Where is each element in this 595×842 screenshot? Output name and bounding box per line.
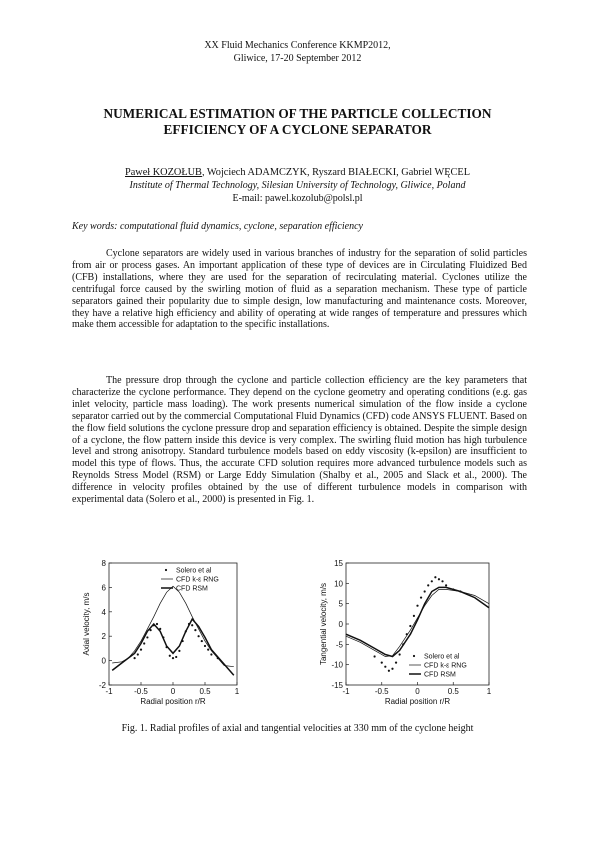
chart0-y-tick-label: 4 [102, 608, 107, 617]
chart1-data-point [412, 614, 416, 617]
chart1-x-tick-label: 0 [415, 687, 420, 696]
chart0-data-point [143, 642, 146, 645]
axial-velocity-chart: -1 -0.5 0 0.5 1 -2 0 2 4 6 8 Radial position r/R Axi… [82, 559, 240, 706]
chart0-data-point [159, 627, 162, 630]
chart1-data-point [445, 584, 448, 587]
co-authors: , Wojciech ADAMCZYK, Ryszard BIAŁECKI, G… [201, 167, 470, 178]
chart0-y-tick-label: -2 [99, 681, 107, 690]
conference-line-2: Gliwice, 17-20 September 2012 [233, 53, 362, 64]
chart0-data-point [194, 629, 197, 632]
chart1-series-line [345, 589, 490, 657]
chart1-data-point [430, 580, 433, 583]
email: E-mail: pawel.kozolub@polsl.pl [232, 193, 363, 204]
chart0-data-point [146, 636, 149, 639]
chart1-y-tick-label: -5 [336, 640, 344, 649]
chart0-data-point [139, 648, 143, 651]
chart0-x-tick-label: 0 [171, 687, 176, 696]
body-paragraph-1: Cyclone separators are widely used in va… [72, 248, 527, 331]
chart1-data-point [409, 624, 412, 628]
chart1-data-point [373, 655, 376, 658]
chart1-data-point [427, 584, 430, 587]
title-line-1: NUMERICAL ESTIMATION OF THE PARTICLE COL… [103, 106, 492, 121]
chart0-data-point [191, 624, 194, 627]
chart1-x-tick-label: 1 [487, 687, 492, 696]
chart0-data-point [197, 635, 200, 638]
chart0-data-point [168, 654, 171, 657]
figure-caption: Fig. 1. Radial profiles of axial and tan… [121, 723, 474, 734]
first-author: Paweł KOZOŁUB [125, 167, 202, 178]
chart1-data-point [419, 596, 423, 599]
chart1-data-point [423, 590, 426, 593]
chart0-data-point [200, 639, 203, 643]
author-list: Paweł KOZOŁUB, Wojciech ADAMCZYK, Ryszar… [0, 166, 595, 179]
chart1-y-tick-label: 10 [334, 579, 343, 588]
chart0-y-tick-label: 6 [102, 583, 107, 592]
chart1-x-tick-label: 0.5 [448, 687, 460, 696]
chart0-data-point [155, 622, 159, 626]
chart1-legend-label: CFD k-ε RNG [424, 663, 467, 670]
chart0-x-tick-label: 1 [235, 687, 240, 696]
chart0-x-tick-label: -1 [105, 687, 113, 696]
keywords: Key words: computational fluid dynamics,… [72, 221, 363, 232]
chart0-legend-label: CFD RSM [176, 586, 208, 593]
chart0-legend-label: CFD k-ε RNG [176, 577, 219, 584]
chart1-data-point [441, 580, 444, 583]
chart1-x-axis-label: Radial position r/R [385, 697, 451, 706]
chart0-x-axis-label: Radial position r/R [140, 697, 206, 706]
chart0-y-tick-label: 8 [102, 559, 107, 568]
chart0-legend-marker [164, 568, 168, 572]
body-paragraph-2: The pressure drop through the cyclone an… [72, 375, 527, 506]
chart1-data-point [380, 661, 383, 664]
chart0-y-axis-label: Axial velocity, m/s [82, 593, 91, 656]
chart0-data-point [178, 649, 181, 652]
chart0-data-point [171, 657, 175, 660]
chart1-data-point [416, 604, 419, 607]
chart0-data-point [175, 655, 178, 659]
chart1-data-point [384, 665, 387, 668]
chart1-data-point [398, 653, 401, 656]
paper-title: NUMERICAL ESTIMATION OF THE PARTICLE COL… [60, 106, 535, 138]
chart0-data-point [133, 657, 136, 660]
title-line-2: EFFICIENCY OF A CYCLONE SEPARATOR [163, 122, 432, 137]
chart0-series-line [111, 617, 235, 676]
chart0-x-tick-label: -0.5 [134, 687, 148, 696]
chart1-y-tick-label: -10 [331, 661, 343, 670]
chart1-series-line [345, 586, 490, 658]
chart0-data-point [207, 648, 210, 651]
chart0-data-point [210, 653, 213, 656]
chart0-data-point [203, 644, 207, 648]
chart1-x-tick-label: -0.5 [375, 687, 389, 696]
chart1-y-axis-label: Tangential velocity, m/s [319, 583, 328, 665]
chart1-data-point [387, 669, 390, 672]
chart0-data-point [149, 629, 152, 632]
chart0-y-tick-label: 2 [102, 632, 107, 641]
chart1-legend-marker [412, 654, 416, 658]
affiliation: Institute of Thermal Technology, Silesia… [129, 180, 466, 191]
chart0-y-tick-label: 0 [102, 657, 107, 666]
tangential-velocity-chart: -1 -0.5 0 0.5 1 -15 -10 -5 0 5 10 15 Radial position… [319, 559, 492, 706]
chart1-y-tick-label: -15 [331, 681, 343, 690]
chart0-data-point [136, 653, 139, 656]
chart1-data-point [437, 578, 441, 581]
chart0-series-line [112, 585, 234, 668]
chart1-plot-frame [345, 562, 490, 686]
chart1-x-tick-label: -1 [342, 687, 350, 696]
chart1-legend-label: CFD RSM [424, 672, 456, 679]
chart1-data-point [434, 576, 437, 579]
chart1-legend-label: Solero et al [424, 654, 460, 661]
chart1-y-tick-label: 0 [339, 620, 344, 629]
conference-line-1: XX Fluid Mechanics Conference KKMP2012, [204, 40, 391, 51]
chart1-data-point [394, 661, 398, 664]
chart0-x-tick-label: 0.5 [199, 687, 211, 696]
chart1-data-point [391, 667, 394, 670]
chart1-y-tick-label: 5 [339, 600, 344, 609]
chart0-legend-label: Solero et al [176, 568, 212, 575]
chart1-y-tick-label: 15 [334, 559, 343, 568]
